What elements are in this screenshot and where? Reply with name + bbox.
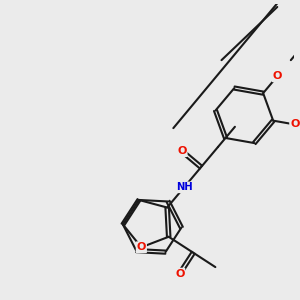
Text: NH: NH xyxy=(176,182,192,192)
Text: O: O xyxy=(175,268,184,279)
Text: O: O xyxy=(137,242,146,252)
Text: O: O xyxy=(290,119,299,130)
Text: O: O xyxy=(177,146,187,156)
Text: O: O xyxy=(273,71,282,81)
